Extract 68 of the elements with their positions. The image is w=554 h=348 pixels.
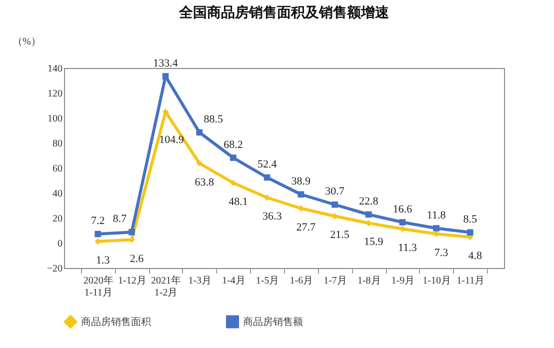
x-tick-label: 1-6月: [290, 276, 314, 286]
y-tick-label: 0: [58, 238, 62, 250]
data-label: 11.3: [398, 242, 418, 254]
x-tick-label: 1-7月: [324, 276, 347, 286]
y-tick-label: 140: [48, 64, 62, 74]
data-label: 8.5: [463, 213, 478, 226]
x-tick-label: 2021年 1-2月: [151, 274, 182, 298]
point: [399, 219, 406, 226]
point: [264, 194, 270, 201]
y-tick-label: 60: [52, 164, 62, 174]
y-tick-label: 20: [52, 214, 62, 224]
y-tick-label: 100: [48, 114, 62, 124]
data-label: 133.4: [153, 57, 178, 70]
point: [128, 228, 135, 236]
data-label: 38.9: [291, 175, 312, 188]
x-tick-label: 1-8月: [357, 276, 381, 286]
point: [230, 180, 236, 186]
x-tick-label: 1-4月: [222, 276, 246, 286]
data-label: 27.7: [296, 221, 316, 234]
data-label: 36.3: [262, 210, 282, 223]
point: [230, 154, 236, 161]
y-tick-label: 80: [52, 138, 62, 150]
data-label: 11.8: [426, 209, 446, 222]
x-tick-label: 1-5月: [256, 276, 280, 286]
point: [332, 201, 338, 208]
y-axis-title: （%）: [12, 36, 41, 48]
data-label: 22.8: [358, 196, 379, 208]
data-label: 2.6: [130, 252, 144, 265]
data-label: 4.8: [468, 250, 483, 262]
data-label: 63.8: [194, 176, 215, 188]
y-tick-label: −20: [46, 264, 62, 274]
point: [94, 230, 102, 238]
data-label: 16.6: [392, 203, 413, 216]
x-tick-label: 1-3月: [188, 276, 212, 286]
point: [196, 129, 203, 136]
x-tick-label: 1-10月: [422, 276, 451, 286]
data-label: 1.3: [96, 254, 110, 266]
y-tick-label: 40: [52, 188, 62, 200]
data-label: 52.4: [257, 158, 278, 170]
point: [264, 174, 270, 181]
point: [466, 229, 474, 236]
data-label: 88.5: [204, 113, 224, 126]
legend-label: 商品房销售额: [243, 316, 303, 328]
point: [162, 73, 169, 80]
data-label: 21.5: [330, 229, 350, 242]
x-tick-label: 1-11月: [456, 276, 485, 286]
data-label: 104.9: [159, 134, 184, 146]
data-label: 68.2: [224, 138, 243, 151]
point: [365, 220, 372, 226]
point: [332, 212, 338, 220]
point: [298, 205, 304, 212]
x-tick-label: 1-12月: [118, 276, 146, 286]
data-label: 8.7: [112, 213, 128, 226]
legend-label: 商品房销售面积: [81, 316, 151, 328]
chart-title: 全国商品房销售面积及销售额增速: [178, 4, 390, 20]
data-label: 48.1: [228, 196, 248, 208]
point: [365, 211, 372, 218]
data-label: 7.2: [90, 215, 105, 227]
x-tick-label: 2020年 1-11月: [83, 274, 114, 298]
x-tick-label: 1-9月: [391, 276, 415, 286]
point: [196, 160, 203, 166]
y-tick-label: 120: [48, 88, 62, 100]
point: [433, 225, 440, 232]
data-label: 7.3: [434, 246, 449, 259]
point: [433, 230, 440, 238]
point: [298, 191, 304, 198]
data-label: 15.9: [364, 236, 384, 248]
data-label: 30.7: [325, 186, 345, 198]
